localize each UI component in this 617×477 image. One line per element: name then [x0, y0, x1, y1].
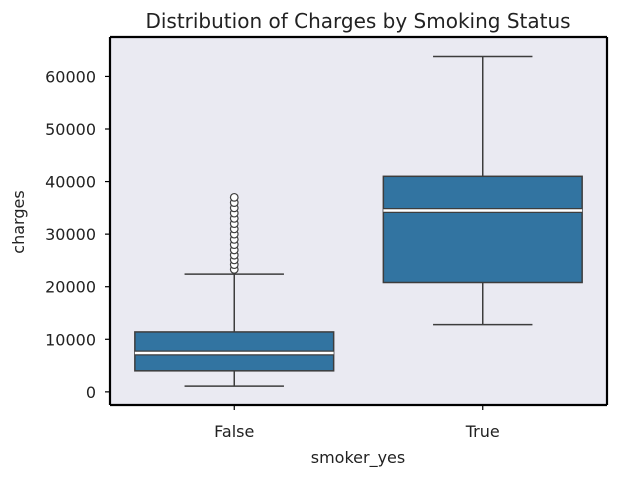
- outlier-point: [229, 192, 239, 202]
- y-tick-label: 50000: [45, 120, 96, 139]
- boxes-layer: [134, 55, 583, 387]
- box-group-true: [382, 55, 583, 326]
- y-axis-label: charges: [9, 190, 28, 253]
- ticks-layer: 0 10000 20000 30000 40000 50000 60000 False True: [45, 67, 500, 441]
- y-tick-label: 60000: [45, 67, 96, 86]
- y-tick-label: 10000: [45, 330, 96, 349]
- chart-title: Distribution of Charges by Smoking Statu…: [145, 9, 570, 33]
- y-tick-label: 40000: [45, 173, 96, 192]
- box-group-false: [134, 192, 335, 387]
- axes-layer: [108, 35, 609, 407]
- y-tick-label: 20000: [45, 278, 96, 297]
- y-tick-label: 30000: [45, 225, 96, 244]
- x-tick-label: False: [214, 422, 254, 441]
- y-tick-label: 0: [86, 383, 96, 402]
- x-axis-label: smoker_yes: [311, 448, 405, 468]
- box-true: [382, 175, 583, 284]
- x-tick-label: True: [465, 422, 500, 441]
